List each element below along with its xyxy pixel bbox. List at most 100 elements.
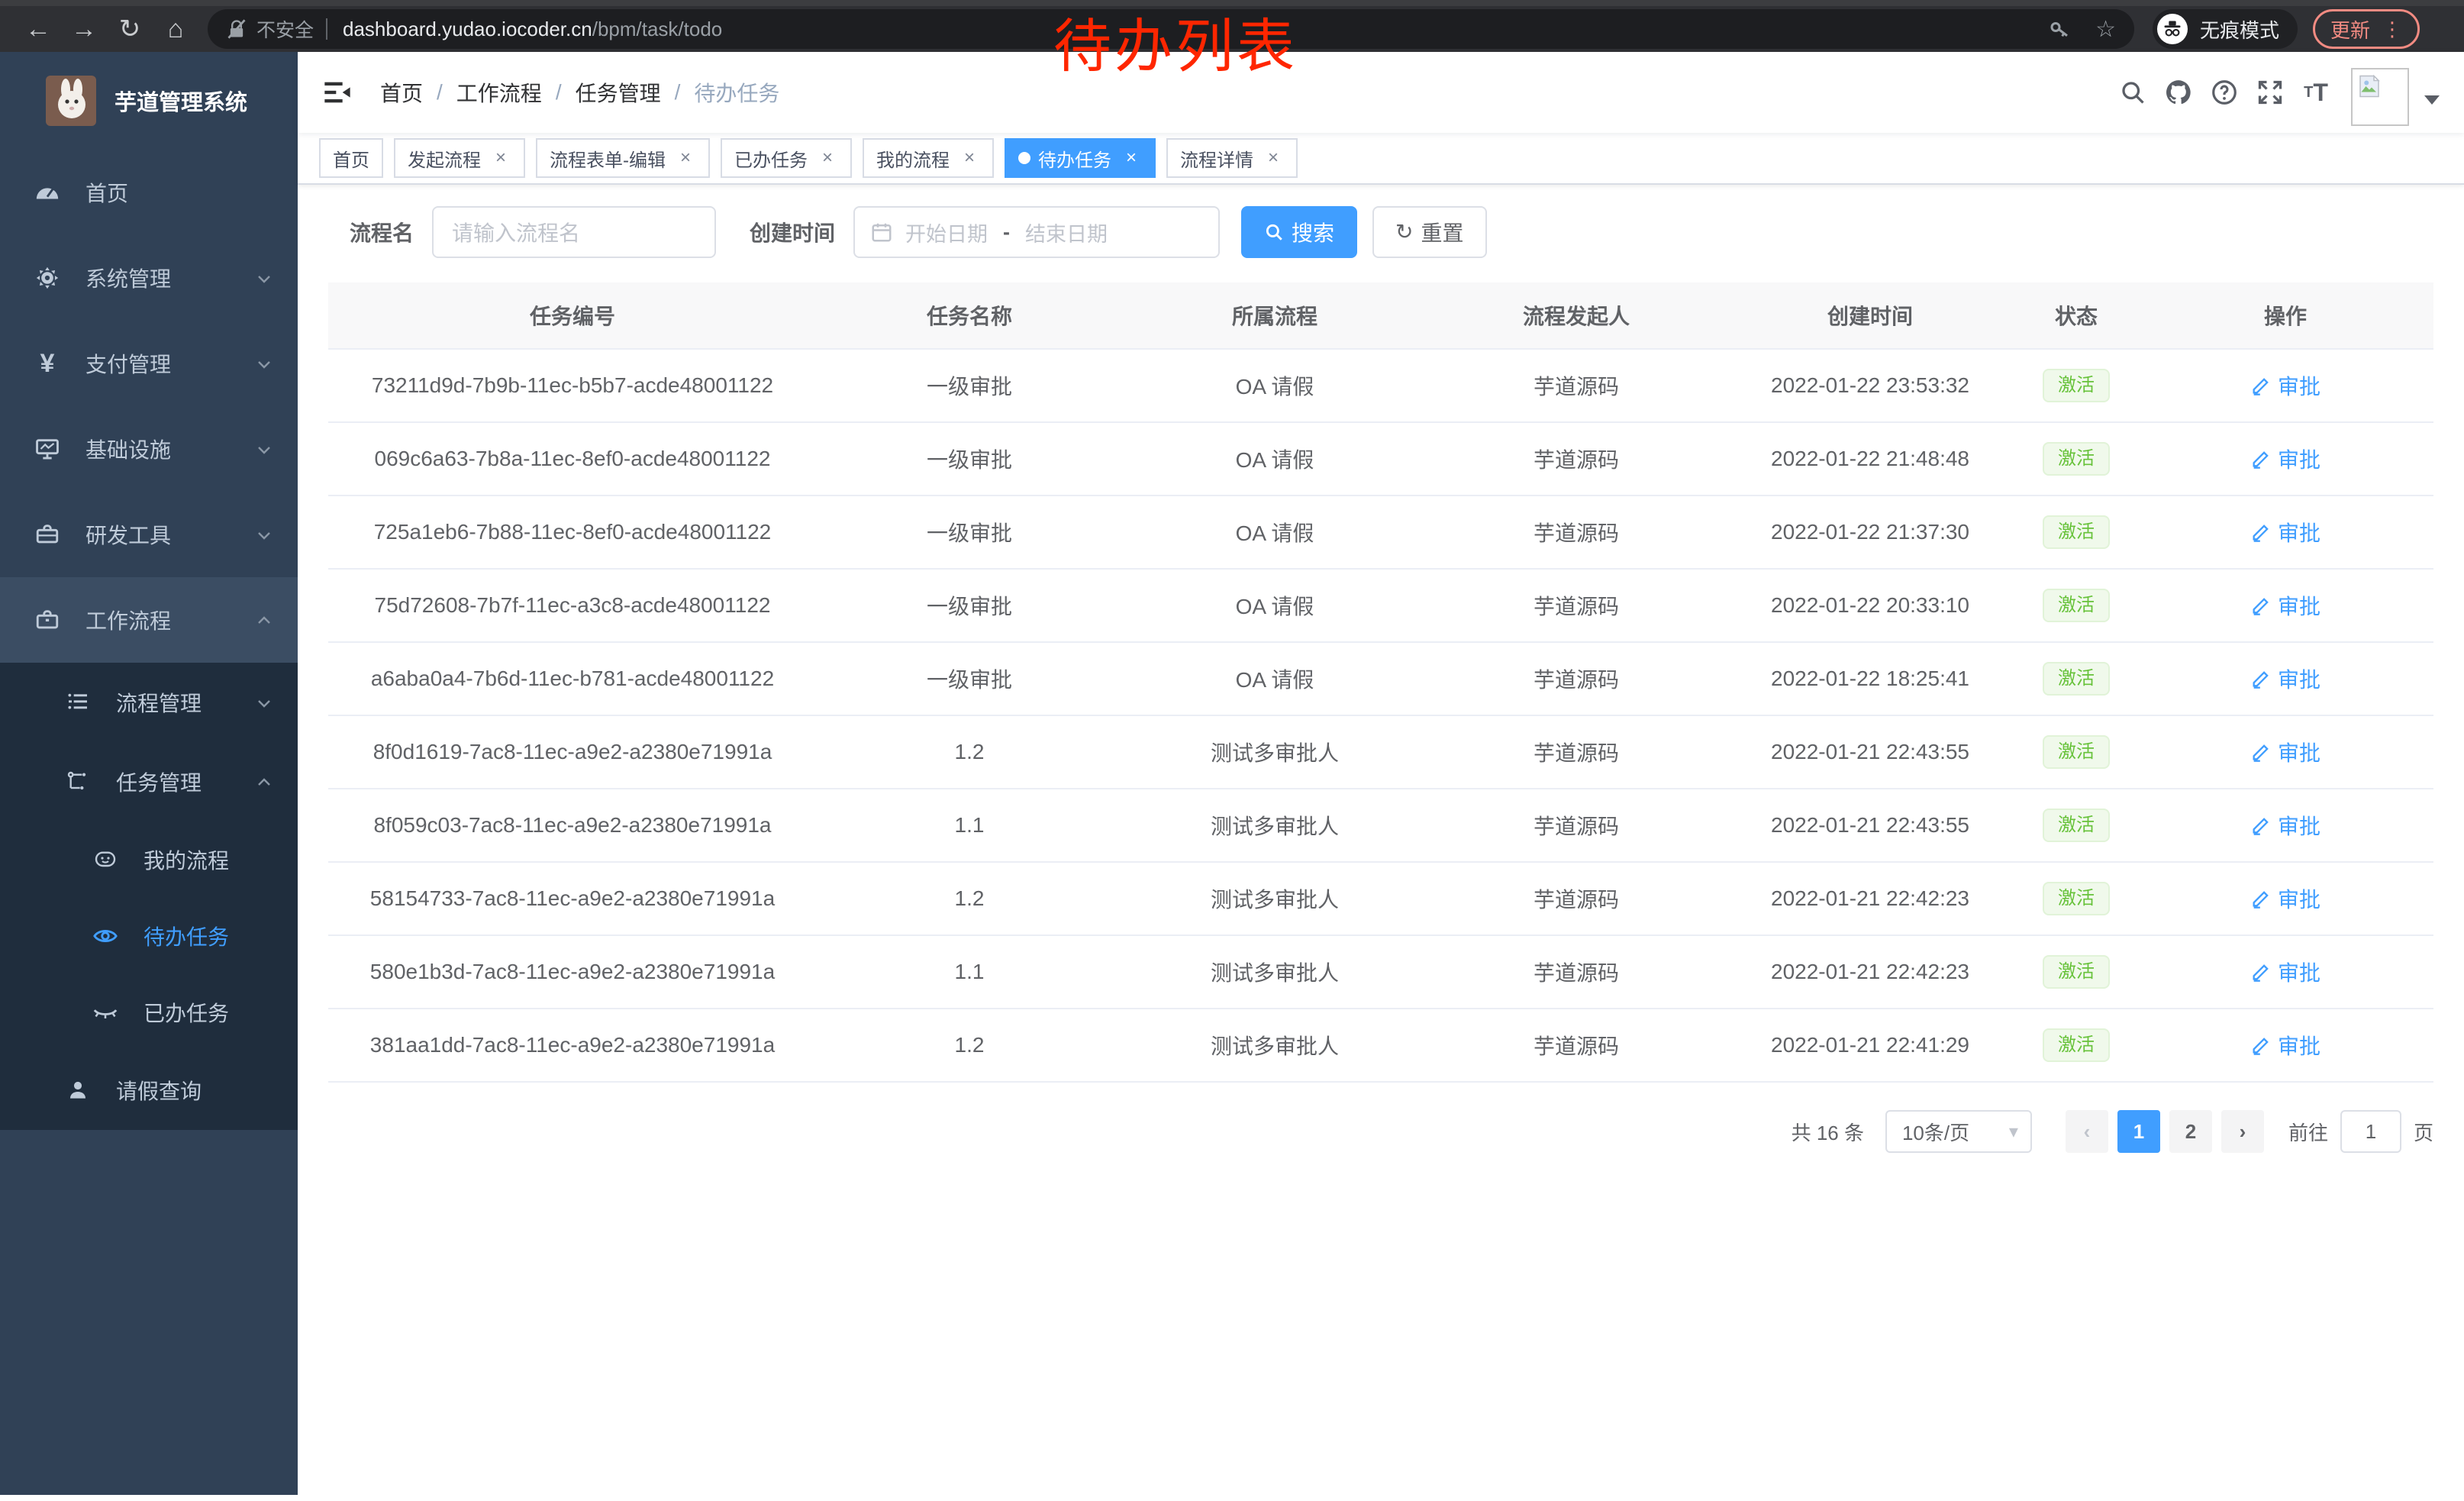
prev-page-button[interactable]: ‹ [2065,1110,2108,1153]
user-icon [64,1077,92,1104]
approve-link[interactable]: 审批 [2250,444,2320,474]
cell-action: 审批 [2137,1030,2433,1061]
reset-button[interactable]: ↻ 重置 [1372,206,1487,258]
approve-link[interactable]: 审批 [2250,370,2320,401]
sidebar-item-home[interactable]: 首页 [0,150,298,235]
approve-link[interactable]: 审批 [2250,957,2320,987]
logo-image [46,76,96,126]
column-header: 任务名称 [926,305,1012,328]
avatar[interactable] [2351,68,2409,126]
tab-close-icon[interactable]: × [963,147,975,168]
insecure-warning-icon [226,18,247,40]
search-icon[interactable] [2110,69,2156,115]
approve-link[interactable]: 审批 [2250,663,2320,694]
home-icon[interactable]: ⌂ [167,15,184,44]
next-page-button[interactable]: › [2221,1110,2264,1153]
sidebar-item-workflow[interactable]: 工作流程 [0,577,298,663]
view-tab[interactable]: 首页 [319,138,383,178]
goto-page-input[interactable]: 1 [2340,1110,2401,1153]
star-icon[interactable]: ☆ [2095,16,2116,42]
key-icon[interactable] [2048,18,2071,40]
breadcrumb-item[interactable]: 工作流程 [456,82,542,105]
view-tab[interactable]: 已办任务 × [721,138,852,178]
cell-initiator: 芋道源码 [1533,668,1619,692]
address-bar[interactable]: 不安全 dashboard.yudao.iocoder.cn/bpm/task/… [208,9,2134,49]
column-header: 任务编号 [529,305,615,328]
date-range-picker[interactable]: 开始日期 - 结束日期 [853,206,1221,258]
incognito-icon [2157,14,2188,44]
collapse-sidebar-icon[interactable] [322,76,356,109]
tab-close-icon[interactable]: × [1267,147,1279,168]
page-size-select[interactable]: 10条/页 ▾ [1885,1110,2032,1153]
edit-icon-label: 审批 [2277,374,2320,399]
view-tab[interactable]: 发起流程 × [394,138,525,178]
view-tab[interactable]: 流程详情 × [1166,138,1298,178]
back-icon[interactable]: ← [25,15,51,44]
sidebar-item-todo-tasks[interactable]: 待办任务 [0,898,298,974]
approve-link[interactable]: 审批 [2250,737,2320,767]
gear-icon [34,264,61,292]
sidebar-item-process-mgmt[interactable]: 流程管理 [0,663,298,742]
fullscreen-icon[interactable] [2247,69,2293,115]
cell-process: OA 请假 [1235,521,1314,545]
logo[interactable]: 芋道管理系统 [0,52,298,150]
github-icon[interactable] [2156,69,2201,115]
dashboard-icon [34,179,61,206]
cell-create-time: 2022-01-22 21:37:30 [1771,520,1969,544]
approve-link[interactable]: 审批 [2250,1030,2320,1060]
sidebar-item-devtools[interactable]: 研发工具 [0,492,298,577]
page-number-button[interactable]: 1 [2117,1110,2160,1153]
cell-initiator: 芋道源码 [1533,961,1619,985]
status-badge: 激活 [2043,515,2110,549]
sidebar-item-payment[interactable]: ¥ 支付管理 [0,321,298,406]
breadcrumb-item[interactable]: 首页 [380,82,424,105]
tab-close-icon[interactable]: × [1125,147,1137,168]
forward-icon[interactable]: → [71,15,97,44]
refresh-icon: ↻ [1395,220,1414,244]
edit-icon-label: 审批 [2277,667,2320,692]
cell-create-time: 2022-01-22 21:48:48 [1771,447,1969,470]
browser-toolbar: ← → ↻ ⌂ 不安全 dashboard.yudao.iocoder.cn/b… [0,0,2464,52]
approve-link[interactable]: 审批 [2250,590,2320,621]
sidebar-item-infra[interactable]: 基础设施 [0,406,298,492]
approve-link[interactable]: 审批 [2250,883,2320,914]
help-icon[interactable] [2201,69,2247,115]
approve-link[interactable]: 审批 [2250,810,2320,841]
sidebar-item-system[interactable]: 系统管理 [0,235,298,321]
approve-link[interactable]: 审批 [2250,517,2320,547]
breadcrumb-item[interactable]: 任务管理 [575,82,661,105]
view-tab[interactable]: 流程表单-编辑 × [536,138,710,178]
table-row: 725a1eb6-7b88-11ec-8ef0-acde48001122 一级审批… [328,496,2433,570]
security-label: 不安全 [256,20,314,41]
tab-close-icon[interactable]: × [495,147,506,168]
table-header: 任务编号 任务名称 所属流程 流程发起人 创建时间 状态 操作 [328,282,2433,350]
process-name-input[interactable]: 请输入流程名 [432,206,717,258]
tab-label: 流程表单-编辑 [550,150,666,171]
cell-create-time: 2022-01-21 22:42:23 [1771,960,1969,983]
reload-icon[interactable]: ↻ [118,15,141,44]
caret-down-icon[interactable] [2424,95,2440,105]
cell-initiator: 芋道源码 [1533,1035,1619,1058]
search-button[interactable]: 搜索 [1241,206,1358,258]
sidebar-item-done-tasks[interactable]: 已办任务 [0,974,298,1051]
sidebar-item-leave-query[interactable]: 请假查询 [0,1051,298,1130]
view-tab[interactable]: 我的流程 × [863,138,994,178]
tab-close-icon[interactable]: × [821,147,833,168]
page-number-button[interactable]: 2 [2169,1110,2212,1153]
cell-task-name: 一级审批 [926,521,1012,545]
cell-task-id: 580e1b3d-7ac8-11ec-a9e2-a2380e71991a [369,960,776,983]
column-header: 流程发起人 [1522,305,1630,328]
cell-process: 测试多审批人 [1210,888,1339,912]
sidebar-item-task-mgmt[interactable]: 任务管理 [0,742,298,822]
table-row: 580e1b3d-7ac8-11ec-a9e2-a2380e71991a 1.1 测… [328,936,2433,1009]
tab-close-icon[interactable]: × [679,147,691,168]
total-count: 共 16 条 [1791,1121,1864,1144]
update-button[interactable]: 更新 ⋮ [2313,9,2420,49]
cell-task-name: 1.2 [954,1033,985,1057]
more-vert-icon[interactable]: ⋮ [2382,17,2403,40]
cell-task-id: 73211d9d-7b9b-11ec-b5b7-acde48001122 [371,373,774,397]
view-tab[interactable]: 待办任务 × [1005,138,1156,178]
sidebar-item-my-process[interactable]: 我的流程 [0,822,298,898]
